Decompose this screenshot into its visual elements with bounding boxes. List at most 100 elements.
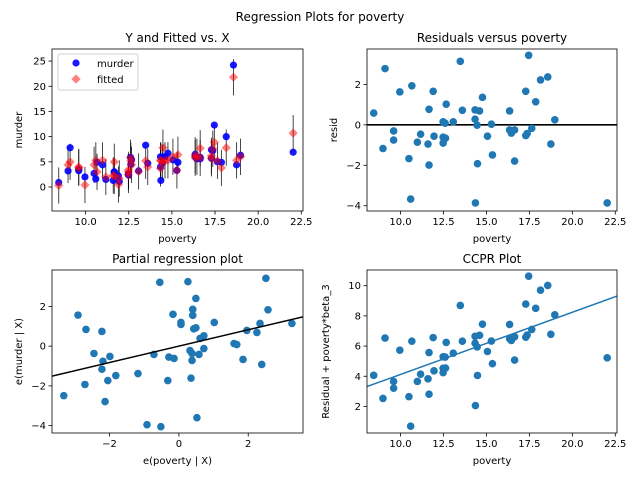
fitted-point [114,173,124,184]
data-point [442,338,451,347]
data-point [510,333,519,341]
data-point [288,319,296,328]
data-point [134,369,142,378]
data-point [471,115,479,123]
data-point [505,107,514,115]
data-point [524,51,533,60]
data-point [441,364,450,372]
x-tick-label: 15.0 [475,439,497,450]
data-point [389,377,398,386]
murder-point [229,61,238,69]
data-point [475,107,484,115]
data-point [193,413,201,422]
data-point [106,352,114,361]
data-point [192,294,200,303]
fitted-point [288,128,298,138]
data-point [262,274,270,283]
data-point [188,356,196,365]
data-point [232,340,241,349]
x-tick-label: 12.5 [432,217,454,228]
y-tick-label: −4 [346,201,361,212]
data-point [425,348,433,357]
legend-fitted-marker [71,74,81,84]
data-point [253,328,261,337]
data-point [505,320,514,329]
murder-point [174,158,182,166]
murder-point [81,173,89,181]
plot-area [52,274,303,431]
data-point [200,331,208,340]
x-tick-label: 22.5 [604,217,626,228]
data-point [429,87,437,96]
data-point [405,154,413,163]
data-point [429,333,437,342]
fitted-point [143,162,153,172]
data-point [603,354,612,362]
data-point [405,392,413,401]
data-point [488,151,497,159]
fitted-point [109,157,119,167]
x-axis-label: poverty [158,234,197,245]
y-tick-label: −2 [346,161,361,172]
data-point [98,327,106,336]
legend-fitted-label: fitted [97,75,124,86]
fitted-point [216,163,227,173]
y-tick-label: −2 [31,381,46,392]
fitted-point [113,179,124,190]
x-tick-label: 17.5 [518,217,540,228]
y-tick-label: 8 [355,311,361,322]
fitted-point [133,166,144,177]
data-point [396,346,404,354]
data-point [425,105,433,114]
x-tick-label: 12.5 [432,439,454,450]
data-point [369,109,378,117]
data-point [257,360,266,369]
fitted-point [195,143,205,153]
data-point [104,376,112,385]
x-axis-label: poverty [473,234,512,245]
y-tick-label: 6 [355,342,361,353]
fitted-point [172,165,182,175]
fitted-point [158,143,168,153]
data-point [524,272,533,280]
fitted-point [54,180,64,191]
fitted-point [206,151,216,161]
data-point [239,355,247,364]
murder-point [289,148,297,156]
y-axis-label: Residual + poverty*beta_3 [321,284,332,418]
data-point [536,76,545,84]
data-point [551,115,559,124]
y-tick-label: 5 [40,157,46,168]
y-tick-label: −4 [31,421,46,432]
murder-point [66,144,74,152]
axes-frame [51,48,304,212]
data-point [456,57,465,66]
data-point [473,159,482,168]
data-point [188,305,197,314]
data-point [200,344,208,353]
fitted-point [74,162,84,172]
data-point [488,359,497,368]
data-point [188,349,196,358]
fitted-point [92,167,102,177]
fitted-point [97,155,108,165]
x-tick-label: 20.0 [561,439,583,450]
data-point [413,138,422,147]
data-point [458,106,467,115]
data-point [424,140,432,148]
x-tick-label: 17.5 [204,217,226,228]
fitted-point [91,155,101,165]
data-point [389,384,398,392]
y-tick-label: 2 [355,80,361,91]
data-point [425,161,433,169]
x-tick-label: 10.0 [389,217,411,228]
y-tick-label: 0 [40,342,46,353]
subplot-title: CCPR Plot [463,252,522,266]
legend-murder-label: murder [97,59,135,70]
x-tick-label: 15.0 [475,217,497,228]
data-point [416,130,425,138]
data-point [157,422,165,431]
murder-point [222,133,230,141]
plot-area [367,51,617,207]
data-point [449,118,458,126]
